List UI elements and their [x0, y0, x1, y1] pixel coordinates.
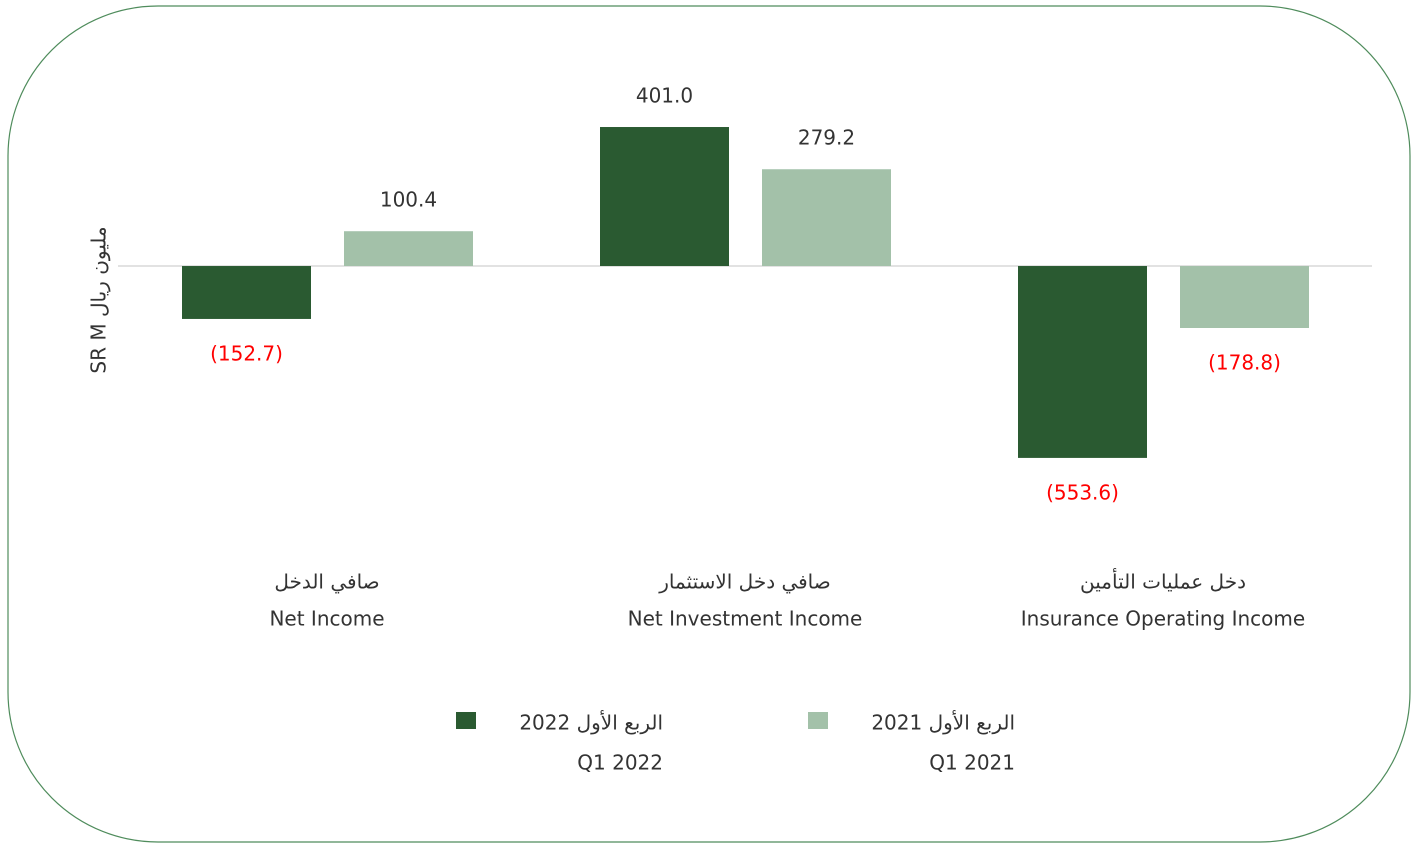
frame — [7, 5, 1411, 843]
bar — [1180, 266, 1309, 328]
bar — [1018, 266, 1147, 458]
data-label: 279.2 — [798, 126, 855, 150]
x-tick-label: Net Investment Income — [628, 607, 863, 631]
legend-swatch — [456, 712, 476, 729]
data-label: 100.4 — [380, 188, 437, 212]
data-label: 401.0 — [636, 84, 693, 108]
bar — [762, 169, 891, 267]
legend-label-en: Q1 2021 — [929, 751, 1015, 775]
x-tick-label: Net Income — [269, 607, 384, 631]
y-axis-label: SR M مليون ريال — [87, 226, 111, 373]
bar — [344, 231, 473, 267]
data-label: (553.6) — [1046, 480, 1119, 504]
data-label: (152.7) — [210, 341, 283, 365]
x-tick-label-ar: دخل عمليات التأمين — [1080, 568, 1246, 594]
bar — [182, 266, 311, 319]
legend-swatch — [808, 712, 828, 729]
data-label: (178.8) — [1208, 350, 1281, 374]
x-tick-label-ar: صافي الدخل — [274, 570, 379, 595]
legend-label: الربع الأول 2021 — [871, 711, 1015, 735]
x-tick-label: Insurance Operating Income — [1021, 607, 1305, 631]
legend-label: الربع الأول 2022 — [519, 711, 663, 735]
bar — [600, 127, 729, 267]
legend-label-en: Q1 2022 — [577, 751, 663, 775]
x-tick-label-ar: صافي دخل الاستثمار — [658, 570, 831, 595]
